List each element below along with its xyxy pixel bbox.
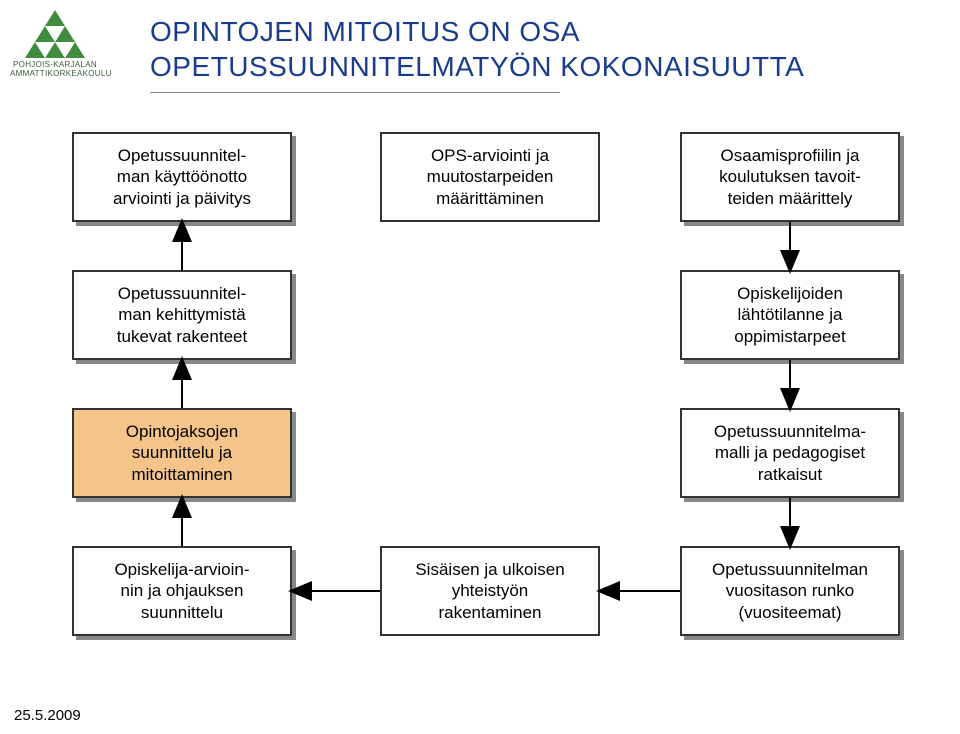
flow-box-label: Opiskelijoidenlähtötilanne jaoppimistarp… <box>734 283 846 347</box>
logo-text: POHJOIS-KARJALAN AMMATTIKORKEAKOULU <box>10 60 100 78</box>
flow-box-label: Opetussuunnitelmanvuositason runko(vuosi… <box>712 559 868 623</box>
flow-box-r4c3: Opetussuunnitelmanvuositason runko(vuosi… <box>680 546 900 636</box>
flow-box-r3c3: Opetussuunnitelma-malli ja pedagogisetra… <box>680 408 900 498</box>
flow-box-label: Opetussuunnitel-man kehittymistätukevat … <box>117 283 247 347</box>
flow-box-r1c1: Opetussuunnitel-man käyttöönottoarvioint… <box>72 132 292 222</box>
flow-box-label: Opintojaksojensuunnittelu jamitoittamine… <box>126 421 238 485</box>
flow-box-label: Sisäisen ja ulkoisenyhteistyönrakentamin… <box>415 559 564 623</box>
logo: POHJOIS-KARJALAN AMMATTIKORKEAKOULU <box>10 10 100 78</box>
flow-box-r1c2: OPS-arviointi jamuutostarpeidenmäärittäm… <box>380 132 600 222</box>
flow-box-label: Opetussuunnitel-man käyttöönottoarvioint… <box>113 145 251 209</box>
flow-box-label: OPS-arviointi jamuutostarpeidenmäärittäm… <box>427 145 554 209</box>
flow-box-r4c2: Sisäisen ja ulkoisenyhteistyönrakentamin… <box>380 546 600 636</box>
footer-date: 25.5.2009 <box>14 707 81 724</box>
logo-triangles-icon <box>25 10 85 58</box>
flow-box-label: Osaamisprofiilin jakoulutuksen tavoit-te… <box>719 145 861 209</box>
flow-box-r4c1: Opiskelija-arvioin-nin ja ohjauksensuunn… <box>72 546 292 636</box>
title-underline <box>150 92 560 93</box>
flow-box-label: Opiskelija-arvioin-nin ja ohjauksensuunn… <box>114 559 249 623</box>
flow-box-label: Opetussuunnitelma-malli ja pedagogisetra… <box>714 421 866 485</box>
flow-box-r1c3: Osaamisprofiilin jakoulutuksen tavoit-te… <box>680 132 900 222</box>
page-title: OPINTOJEN MITOITUS ON OSA OPETUSSUUNNITE… <box>150 14 804 84</box>
flow-box-r2c1: Opetussuunnitel-man kehittymistätukevat … <box>72 270 292 360</box>
flow-box-r2c3: Opiskelijoidenlähtötilanne jaoppimistarp… <box>680 270 900 360</box>
flow-box-r3c1: Opintojaksojensuunnittelu jamitoittamine… <box>72 408 292 498</box>
